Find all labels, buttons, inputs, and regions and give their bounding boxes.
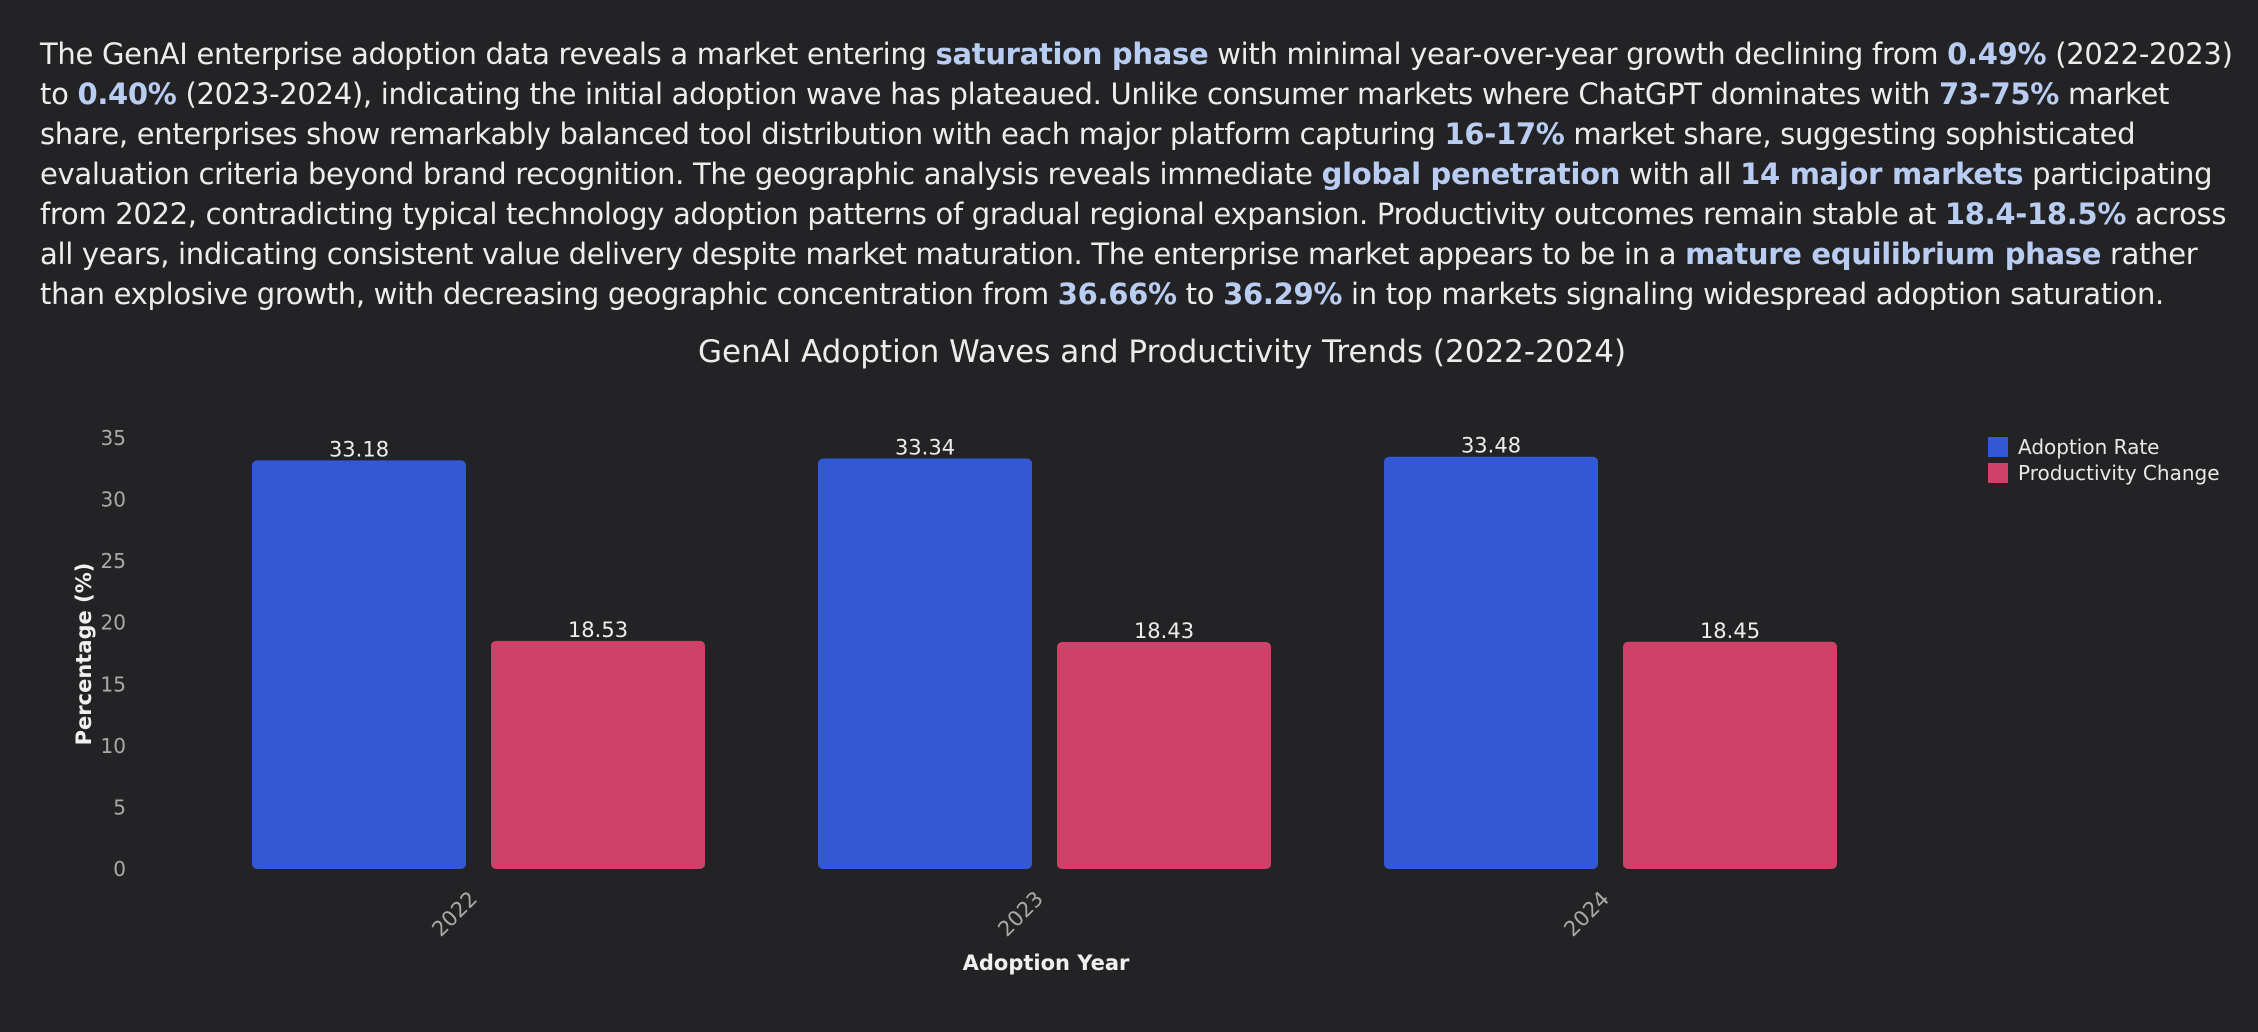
y-tick-label: 15 (101, 672, 126, 696)
bar-adoption-rate-2023[interactable] (818, 458, 1032, 869)
bar-adoption-rate-2024[interactable] (1384, 456, 1598, 869)
summary-text: with minimal year-over-year growth decli… (1208, 37, 1948, 71)
summary-text: rather than explosive growth, with decre… (40, 237, 2198, 311)
bar-value-label: 33.48 (1461, 434, 1521, 458)
summary-highlight: 18.4-18.5% (1944, 197, 2127, 231)
summary-text: participating from 2022, contradicting t… (40, 157, 2213, 231)
bar-value-label: 33.18 (329, 437, 389, 461)
analysis-summary: The GenAI enterprise adoption data revea… (40, 34, 2240, 314)
y-axis-label: Percentage (%) (72, 562, 96, 746)
chart-title: GenAI Adoption Waves and Productivity Tr… (698, 334, 1627, 370)
bar-value-label: 18.43 (1134, 619, 1194, 643)
bar-value-label: 18.45 (1700, 619, 1760, 643)
legend-swatch (1988, 463, 2008, 483)
legend-swatch (1988, 437, 2008, 457)
summary-highlight: 14 major markets (1740, 157, 2024, 191)
x-tick-label: 2022 (427, 887, 482, 942)
y-tick-label: 20 (101, 611, 126, 635)
summary-text: with all (1620, 157, 1741, 191)
summary-text: in top markets signaling widespread adop… (1342, 277, 2164, 311)
y-tick-label: 10 (101, 734, 126, 758)
summary-text: market share, suggesting sophisticated e… (40, 117, 2136, 191)
y-tick-label: 30 (101, 488, 126, 512)
summary-highlight: 16-17% (1444, 117, 1565, 151)
summary-highlight: saturation phase (935, 37, 1209, 71)
x-axis-label: Adoption Year (962, 951, 1130, 975)
x-tick-label: 2024 (1559, 887, 1614, 942)
bar-productivity-change-2023[interactable] (1057, 642, 1271, 869)
summary-text: The GenAI enterprise adoption data revea… (40, 37, 936, 71)
summary-highlight: 0.40% (77, 77, 177, 111)
bar-productivity-change-2022[interactable] (491, 640, 705, 869)
summary-highlight: 0.49% (1947, 37, 2047, 71)
summary-text: market share, enterprises show remarkabl… (40, 77, 2170, 151)
summary-highlight: 73-75% (1939, 77, 2060, 111)
legend-item-adoption-rate[interactable]: Adoption Rate (1988, 434, 2220, 460)
summary-highlight: global penetration (1321, 157, 1621, 191)
bar-value-label: 18.53 (568, 618, 628, 642)
bar-adoption-rate-2022[interactable] (252, 460, 466, 869)
legend-label: Productivity Change (2018, 461, 2220, 485)
legend-label: Adoption Rate (2018, 435, 2160, 459)
summary-text: across all years, indicating consistent … (40, 197, 2227, 271)
x-tick-label: 2023 (993, 887, 1048, 942)
bar-value-label: 33.34 (895, 435, 955, 459)
summary-text: (2022-2023) to (40, 37, 2233, 111)
y-tick-label: 0 (113, 857, 126, 881)
y-tick-label: 35 (101, 426, 126, 450)
legend-item-productivity-change[interactable]: Productivity Change (1988, 460, 2220, 486)
y-tick-label: 25 (101, 549, 126, 573)
summary-highlight: mature equilibrium phase (1685, 237, 2102, 271)
summary-text: (2023-2024), indicating the initial adop… (176, 77, 1940, 111)
y-tick-label: 5 (113, 795, 126, 819)
chart-legend: Adoption Rate Productivity Change (1988, 434, 2220, 486)
summary-highlight: 36.66% (1057, 277, 1177, 311)
summary-text: to (1176, 277, 1224, 311)
bar-productivity-change-2024[interactable] (1623, 641, 1837, 869)
summary-highlight: 36.29% (1223, 277, 1343, 311)
bar-chart: 0 5 10 15 20 25 30 35 33.18 18.53 2022 33.34 18.43 20… (101, 426, 1837, 942)
